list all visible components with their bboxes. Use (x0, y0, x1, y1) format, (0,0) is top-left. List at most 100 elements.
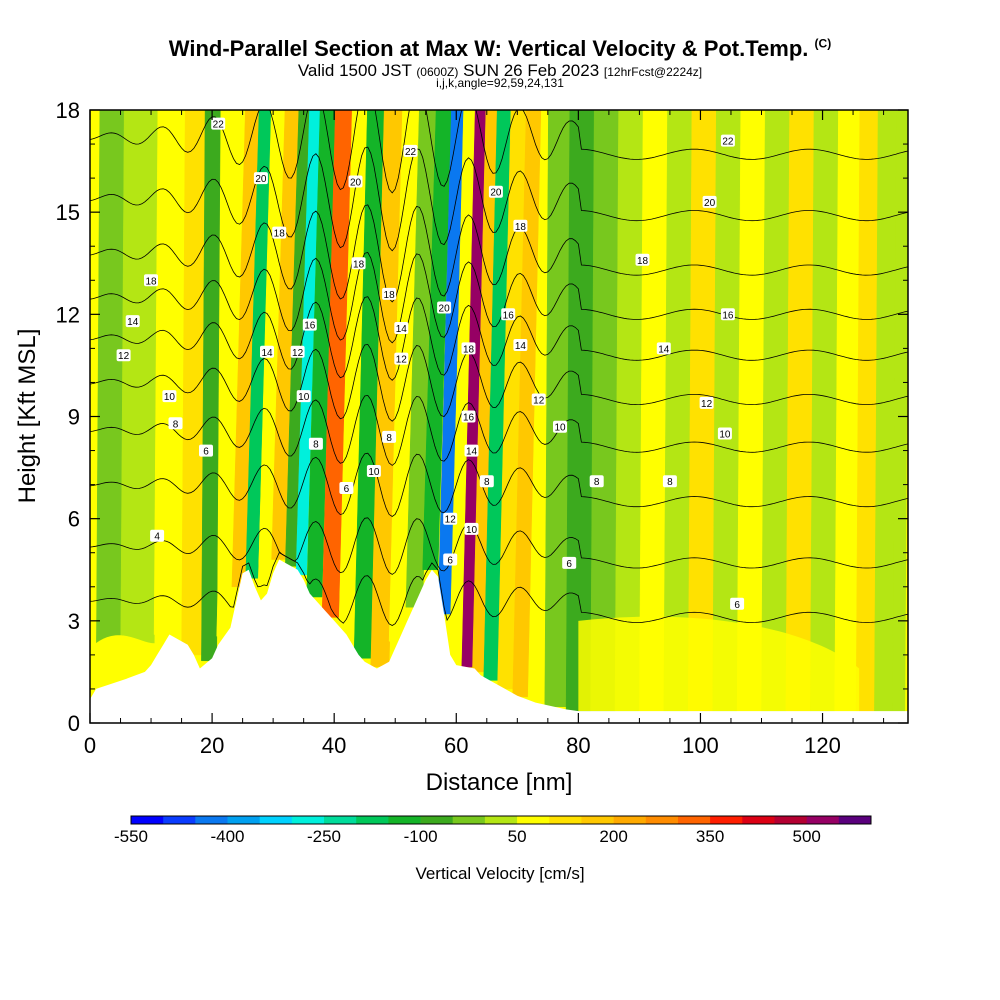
theta-label-text: 6 (566, 559, 572, 570)
theta-label-box (162, 390, 177, 403)
theta-label-text: 22 (722, 137, 734, 148)
theta-label-box (720, 134, 735, 147)
colorbar-swatch (838, 816, 872, 824)
theta-label-box (144, 274, 158, 287)
chart-title-main: Wind-Parallel Section at Max W: Vertical… (168, 36, 809, 61)
theta-label-text: 18 (274, 229, 286, 240)
colorbar-swatch (710, 816, 743, 824)
x-tick-label: 100 (682, 733, 719, 758)
colorbar-swatch (259, 816, 293, 824)
theta-label-box (253, 172, 268, 185)
colorbar-tick-label: 200 (599, 827, 627, 846)
theta-contour-line (90, 146, 908, 252)
theta-label-box (488, 185, 503, 198)
theta-contour-line (90, 110, 908, 194)
theta-label: 18 (513, 219, 528, 233)
theta-label: 20 (348, 175, 363, 189)
theta-label: 16 (302, 318, 317, 332)
theta-label-box (211, 117, 226, 130)
theta-label-box (302, 318, 317, 331)
theta-label-box (730, 597, 745, 610)
utc-time: (0600Z) (416, 65, 459, 79)
theta-label-box (260, 345, 274, 358)
theta-label: 8 (382, 430, 397, 444)
theta-label: 14 (513, 339, 528, 352)
velocity-column (285, 110, 310, 567)
theta-label: 16 (461, 410, 476, 424)
theta-label-box (443, 553, 458, 566)
theta-label-text: 14 (658, 344, 670, 355)
colorbar-swatch (163, 816, 196, 824)
x-tick-label: 120 (804, 733, 841, 758)
theta-label-box (437, 301, 452, 314)
velocity-column (810, 110, 839, 712)
theta-label: 12 (443, 512, 458, 526)
theta-label-box (394, 322, 409, 334)
theta-label-box (168, 417, 183, 430)
theta-label-text: 20 (439, 304, 451, 315)
theta-label: 12 (290, 345, 305, 359)
theta-label-box (150, 529, 165, 542)
low-level-plume (578, 616, 860, 712)
theta-label: 8 (168, 417, 183, 430)
colorbar-swatch (549, 816, 582, 824)
theta-label-text: 12 (445, 515, 457, 526)
theta-label: 20 (702, 195, 717, 209)
colorbar: -550 -400 -250 -100 50 200 350 500 (114, 815, 872, 846)
theta-label: 14 (125, 315, 140, 328)
theta-label: 18 (382, 287, 397, 301)
theta-label-text: 10 (719, 430, 731, 441)
theta-label: 4 (150, 529, 165, 543)
theta-contour-line (90, 552, 908, 626)
theta-label-text: 6 (734, 600, 740, 611)
theta-label: 14 (260, 345, 274, 359)
theta-label-text: 10 (164, 392, 176, 403)
theta-label: 12 (699, 396, 714, 410)
colorbar-swatch (613, 816, 647, 824)
theta-label-text: 20 (350, 178, 362, 189)
theta-label: 8 (589, 475, 604, 488)
colorbar-swatch (452, 816, 486, 824)
theta-label-text: 16 (503, 310, 515, 321)
theta-label-box (479, 475, 494, 488)
theta-label-box (461, 410, 476, 423)
colorbar-swatch (581, 816, 614, 824)
y-axis: 0 3 6 9 12 15 18 (56, 98, 908, 736)
theta-contour-line (90, 452, 908, 517)
theta-label-box (199, 444, 213, 457)
colorbar-swatch (388, 816, 421, 824)
theta-label-box (290, 345, 305, 358)
velocity-column (785, 110, 815, 712)
theta-label-box (348, 175, 363, 188)
theta-label: 8 (308, 437, 323, 451)
theta-label-text: 8 (173, 419, 179, 430)
colorbar-tick-label: -400 (210, 827, 244, 846)
theta-label: 10 (464, 522, 479, 536)
colorbar-swatch (806, 816, 840, 824)
colorbar-swatch (420, 816, 454, 824)
colorbar-tick-label: 350 (696, 827, 724, 846)
theta-label-text: 20 (255, 174, 267, 185)
theta-label-box (296, 390, 311, 403)
colorbar-tick-label: -250 (307, 827, 341, 846)
theta-label-box (501, 308, 516, 321)
theta-label-box (513, 219, 528, 232)
theta-label-box (308, 437, 323, 450)
colorbar-swatch (517, 816, 550, 824)
colorbar-swatch (131, 816, 164, 824)
theta-label-box (382, 430, 397, 443)
theta-contour-labels: 22 20 18 18 14 12 10 8 6 4 14 12 16 10 8 6 20 18 18 14 12 8 10… (116, 117, 745, 611)
theta-label: 10 (717, 427, 732, 441)
theta-label-box (513, 339, 528, 351)
theta-label: 6 (199, 444, 213, 458)
theta-label-box (464, 444, 479, 457)
velocity-column (353, 110, 385, 659)
y-tick-label: 18 (56, 98, 80, 123)
theta-label: 6 (730, 597, 745, 611)
theta-label-text: 12 (396, 355, 408, 366)
colorbar-swatch (195, 816, 228, 824)
x-tick-label: 80 (566, 733, 590, 758)
theta-label-box (702, 195, 717, 208)
theta-label-box (589, 475, 604, 488)
theta-label: 14 (464, 444, 479, 458)
